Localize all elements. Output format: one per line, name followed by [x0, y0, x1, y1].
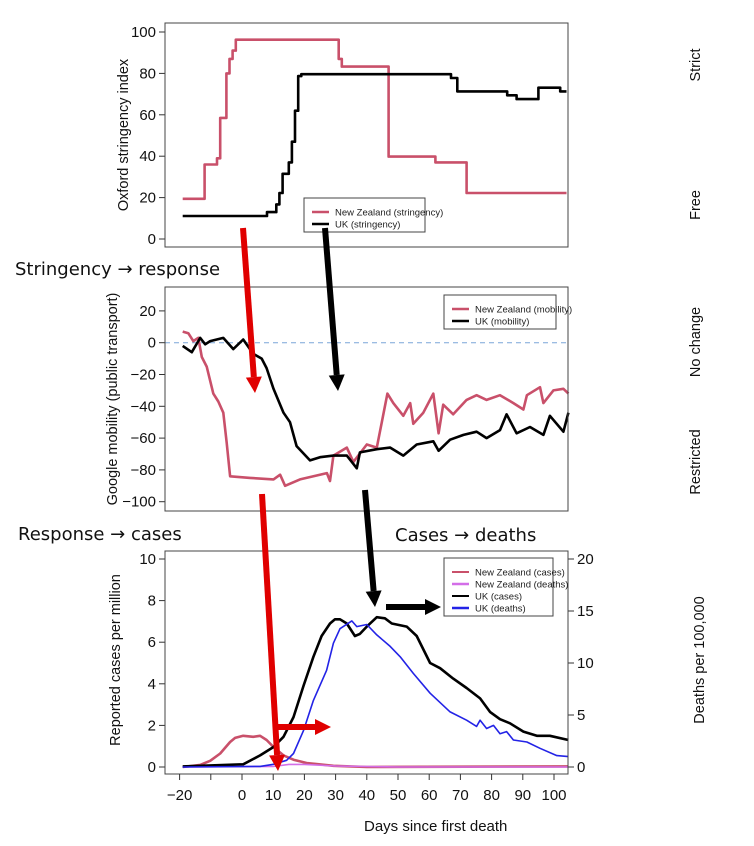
arrow-uk-stringency-response-shaft — [322, 227, 340, 376]
legend-label: New Zealand (deaths) — [475, 580, 568, 591]
x-tick-label: 40 — [358, 787, 375, 804]
label-strict: Strict — [688, 48, 704, 81]
y-tick-label: −100 — [122, 494, 156, 511]
y-tick-label: 20 — [139, 190, 156, 207]
x-tick-label: 0 — [238, 787, 246, 804]
series-line-new-zealand-deaths — [182, 763, 569, 768]
bottom-y2-axis-label: Deaths per 100,000 — [692, 596, 708, 723]
legend-label: New Zealand (stringency) — [335, 208, 443, 219]
arrow-uk-cases-deaths-head-icon — [425, 599, 441, 615]
legend-box — [303, 197, 426, 233]
x-tick-label: 70 — [452, 787, 469, 804]
bottom-y-axis-label: Reported cases per million — [108, 574, 124, 746]
annotation-stringency-response: Stringency → response — [15, 259, 220, 280]
y-tick-label: −40 — [131, 398, 156, 415]
arrow-uk-stringency-response-head-icon — [328, 374, 345, 391]
series-line-uk-mobility — [181, 336, 570, 470]
y-tick-label: 60 — [139, 107, 156, 124]
x-tick-label: 30 — [327, 787, 344, 804]
y-tick-label: −80 — [131, 462, 156, 479]
y-tick-label: 2 — [148, 717, 156, 734]
x-tick-label: 60 — [421, 787, 438, 804]
y-tick-label: 80 — [139, 65, 156, 82]
y-tick-label: 10 — [139, 551, 156, 568]
y-tick-label: 0 — [148, 759, 156, 776]
arrow-nz-response-cases-head-icon — [269, 754, 286, 771]
y-tick-label: 0 — [148, 231, 156, 248]
legend-label: UK (cases) — [475, 592, 522, 603]
y2-tick-label: 20 — [577, 551, 594, 568]
y-tick-label: 20 — [139, 303, 156, 320]
legend-label: New Zealand (cases) — [475, 568, 565, 579]
annotation-response-cases: Response → cases — [18, 524, 182, 545]
y-tick-label: 8 — [148, 593, 156, 610]
label-free: Free — [688, 190, 704, 220]
y-tick-label: 100 — [131, 24, 156, 41]
arrow-nz-stringency-response-shaft — [240, 227, 257, 378]
arrow-nz-stringency-response-head-icon — [245, 376, 262, 393]
arrow-nz-cases-deaths-head-icon — [315, 719, 331, 735]
mid-y-axis-label: Google mobility (public transport) — [105, 293, 121, 506]
legend-box — [443, 557, 554, 617]
legend-box — [443, 294, 557, 330]
x-tick-label: 90 — [514, 787, 531, 804]
series-line-new-zealand-stringency — [182, 38, 567, 201]
legend: New Zealand (cases)New Zealand (deaths)U… — [443, 557, 568, 617]
legend-label: UK (stringency) — [335, 220, 400, 231]
legend: New Zealand (stringency)UK (stringency) — [303, 197, 443, 233]
y-tick-label: 6 — [148, 634, 156, 651]
x-tick-label: 80 — [483, 787, 500, 804]
x-tick-label: 10 — [265, 787, 282, 804]
series-line-uk-stringency — [182, 72, 567, 218]
series-line-uk-cases — [182, 615, 569, 768]
x-tick-label: 20 — [296, 787, 313, 804]
arrow-uk-response-cases-head-icon — [365, 590, 382, 607]
series-line-new-zealand-mobility — [182, 330, 570, 488]
legend: New Zealand (mobility)UK (mobility) — [443, 294, 572, 330]
arrow-nz-response-cases-shaft — [259, 493, 281, 756]
legend-label: New Zealand (mobility) — [475, 305, 572, 316]
label-no-change: No change — [688, 307, 704, 377]
top-y-axis-label: Oxford stringency index — [116, 58, 132, 211]
arrow-uk-response-cases-shaft — [362, 489, 377, 592]
x-tick-label: 100 — [541, 787, 566, 804]
x-tick-label: 50 — [390, 787, 407, 804]
y-tick-label: −20 — [131, 367, 156, 384]
y2-tick-label: 5 — [577, 707, 585, 724]
y2-tick-label: 10 — [577, 655, 594, 672]
x-tick-label: −20 — [167, 787, 192, 804]
series-line-new-zealand-cases — [182, 734, 569, 769]
label-restricted: Restricted — [688, 429, 704, 494]
y-tick-label: −60 — [131, 430, 156, 447]
series-line-uk-deaths — [182, 620, 569, 768]
plot-frame — [164, 22, 569, 248]
y-tick-label: 40 — [139, 148, 156, 165]
y2-tick-label: 15 — [577, 603, 594, 620]
y-tick-label: 0 — [148, 335, 156, 352]
annotation-cases-deaths: Cases → deaths — [395, 525, 536, 546]
x-axis-label: Days since first death — [364, 818, 507, 835]
y-tick-label: 4 — [148, 676, 156, 693]
y2-tick-label: 0 — [577, 759, 585, 776]
legend-label: UK (mobility) — [475, 317, 529, 328]
legend-label: UK (deaths) — [475, 604, 526, 615]
